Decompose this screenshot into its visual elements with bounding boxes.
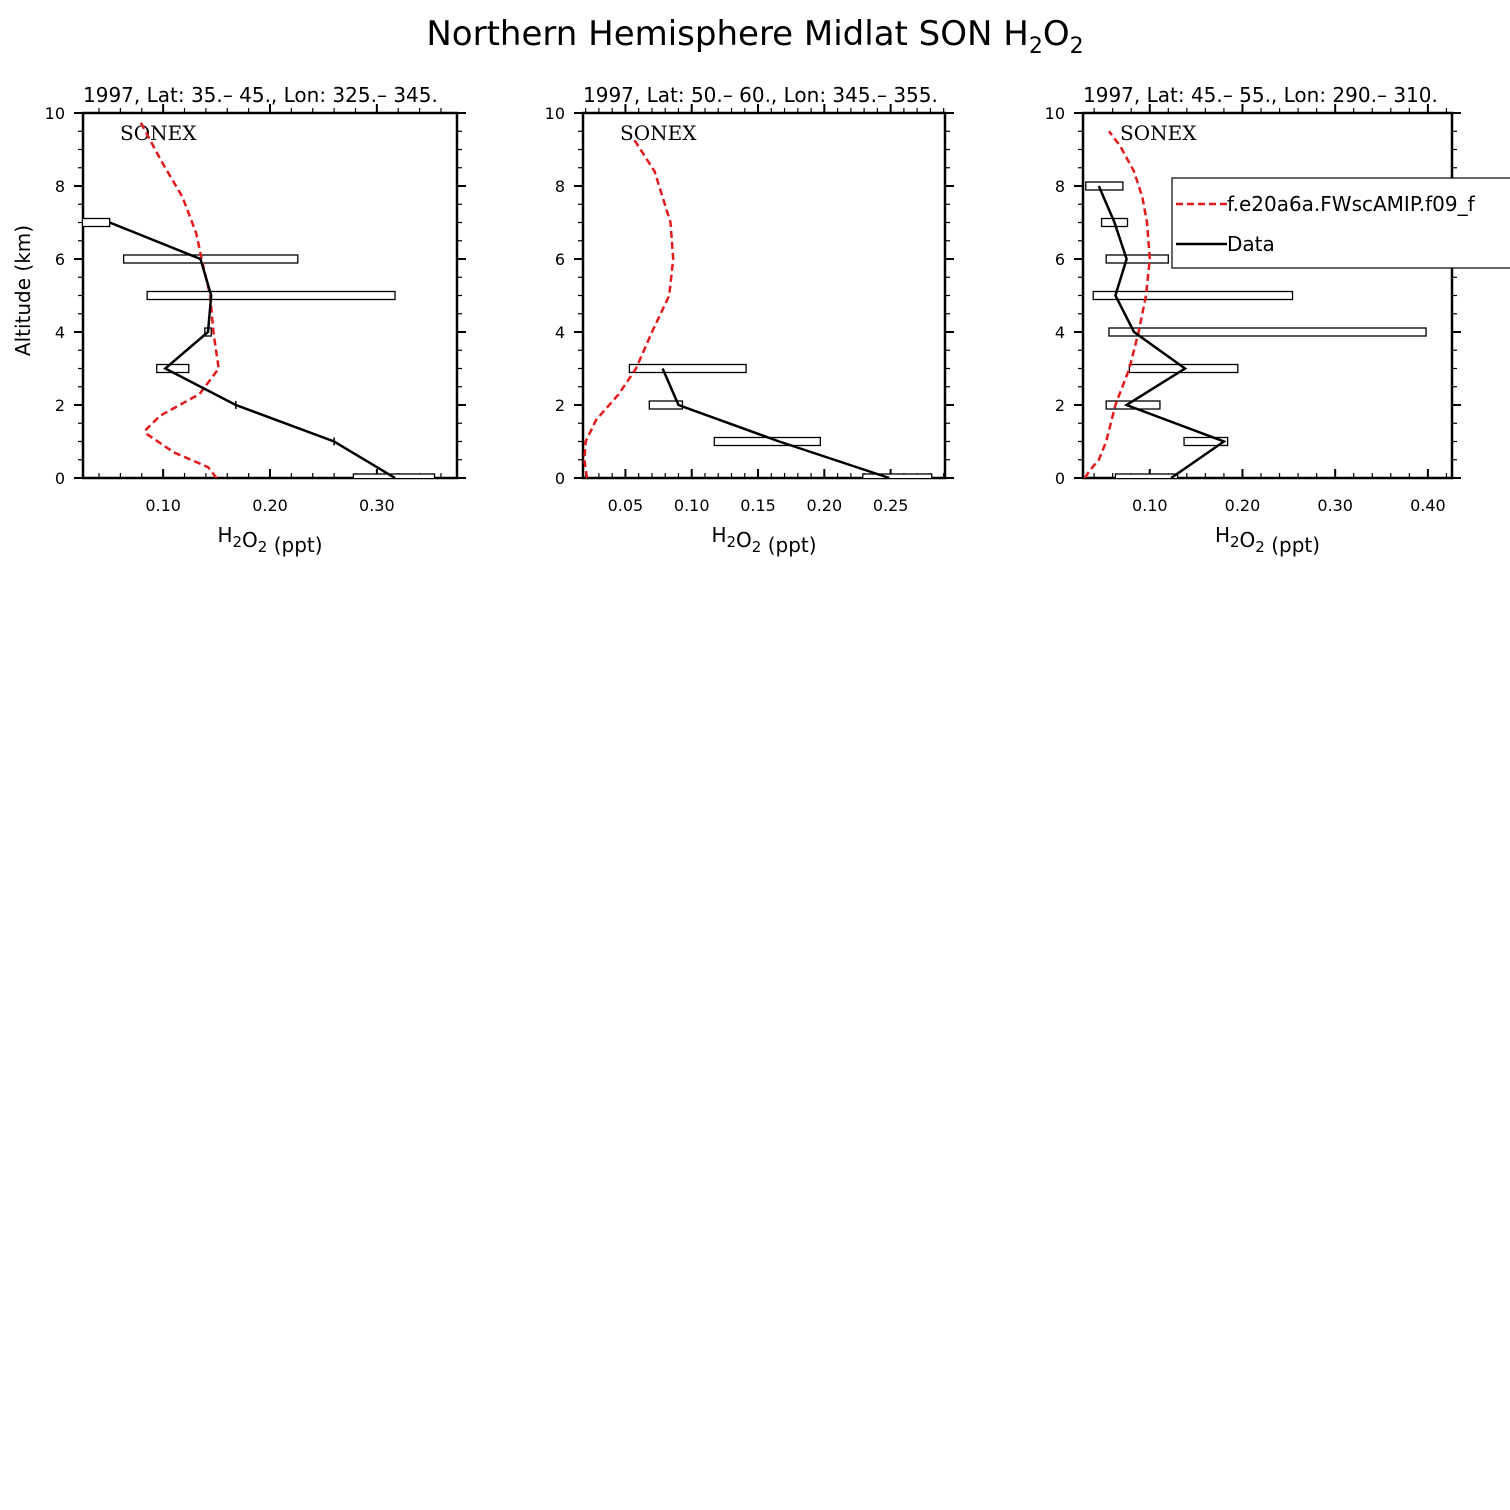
x-tick-label: 0.40 — [1410, 496, 1446, 515]
data-series-line — [109, 221, 396, 478]
campaign-label: SONEX — [1120, 121, 1197, 145]
model-series-line — [583, 137, 675, 478]
y-tick-label: 4 — [555, 323, 565, 342]
x-tick-label: 0.25 — [873, 496, 909, 515]
x-tick-label: 0.30 — [359, 496, 395, 515]
x-axis-label-part: O — [1240, 528, 1256, 552]
x-axis-label-part: H — [217, 523, 232, 547]
x-tick-label: 0.15 — [740, 496, 776, 515]
y-tick-label: 0 — [55, 469, 65, 488]
x-axis-label: H2O2 (ppt) — [1215, 523, 1320, 557]
data-range-box — [648, 400, 684, 410]
x-axis-label-part: (ppt) — [761, 533, 816, 557]
x-axis-label-part: 2 — [1255, 538, 1265, 556]
legend-box — [1171, 177, 1510, 269]
data-range-box — [1085, 181, 1124, 191]
y-tick-label: 6 — [55, 250, 65, 269]
y-tick-label: 2 — [555, 396, 565, 415]
plot-area — [1083, 130, 1427, 478]
plot-area — [83, 119, 436, 478]
x-axis-label-part: 2 — [1230, 533, 1240, 551]
data-series-line — [661, 368, 890, 478]
data-range-box — [1108, 327, 1427, 337]
data-range-box — [146, 290, 396, 301]
x-axis-label-part: H — [1215, 523, 1230, 547]
y-tick-label: 6 — [1055, 250, 1065, 269]
panel-3: 0 2 4 6 8 10 0.10 0.20 0.30 0.40 1997, Lat: 45.– 5… — [1045, 83, 1461, 557]
panels: 0 2 4 6 8 10 0.10 0.20 0.30 1997, Lat: 35.– 45., … — [11, 83, 1461, 557]
x-axis-label-part: (ppt) — [1265, 533, 1320, 557]
y-tick-label: 0 — [1055, 469, 1065, 488]
x-axis-label-part: H — [711, 523, 726, 547]
y-tick-label: 4 — [1055, 323, 1065, 342]
y-tick-label: 10 — [545, 104, 565, 123]
y-tick-label: 0 — [555, 469, 565, 488]
data-range-box — [122, 254, 299, 264]
y-tick-label: 2 — [1055, 396, 1065, 415]
y-axis-label: Altitude (km) — [11, 225, 35, 356]
panel-2: 0 2 4 6 8 10 0.05 0.10 0.15 0.20 0.25 1997, Lat: 50… — [545, 83, 954, 557]
panel-title: 1997, Lat: 50.– 60., Lon: 345.– 355. — [583, 83, 938, 107]
x-tick-label: 0.10 — [674, 496, 710, 515]
plot-area — [583, 137, 933, 478]
x-axis-label-part: O — [242, 528, 258, 552]
y-tick-label: 2 — [55, 396, 65, 415]
x-axis-label-part: O — [736, 528, 752, 552]
x-tick-label: 0.05 — [608, 496, 644, 515]
x-tick-label: 0.20 — [807, 496, 843, 515]
legend-model-label: f.e20a6a.FWscAMIP.f09_f — [1227, 192, 1476, 216]
campaign-label: SONEX — [620, 121, 697, 145]
model-series-line — [1083, 130, 1152, 478]
y-tick-label: 10 — [45, 104, 65, 123]
data-range-box — [1105, 254, 1169, 264]
model-series-line — [138, 119, 221, 478]
data-range-box — [83, 217, 111, 228]
campaign-label: SONEX — [120, 121, 197, 145]
y-tick-label: 8 — [55, 177, 65, 196]
x-tick-label: 0.30 — [1317, 496, 1353, 515]
x-tick-label: 0.20 — [252, 496, 288, 515]
x-axis-label-part: 2 — [727, 533, 737, 551]
panel-1: 0 2 4 6 8 10 0.10 0.20 0.30 1997, Lat: 35.– 45., … — [11, 83, 466, 557]
x-axis-label-part: 2 — [752, 538, 762, 556]
x-axis-label-part: 2 — [258, 538, 268, 556]
data-range-box — [1114, 473, 1179, 478]
y-tick-label: 8 — [1055, 177, 1065, 196]
y-tick-label: 6 — [555, 250, 565, 269]
y-tick-label: 10 — [1045, 104, 1065, 123]
panel-title: 1997, Lat: 45.– 55., Lon: 290.– 310. — [1083, 83, 1438, 107]
legend-data-label: Data — [1227, 232, 1275, 256]
x-axis-label: H2O2 (ppt) — [217, 523, 322, 557]
data-series-line — [1097, 185, 1227, 478]
x-tick-label: 0.20 — [1225, 496, 1261, 515]
x-tick-label: 0.10 — [1132, 496, 1168, 515]
plot-frame — [581, 111, 947, 480]
y-tick-label: 8 — [555, 177, 565, 196]
y-tick-label: 4 — [55, 323, 65, 342]
data-range-box — [628, 363, 747, 374]
data-range-box — [1092, 290, 1294, 301]
data-range-box — [713, 436, 822, 447]
panel-title: 1997, Lat: 35.– 45., Lon: 325.– 345. — [83, 83, 438, 107]
data-range-box — [862, 473, 933, 478]
legend: f.e20a6a.FWscAMIP.f09_f Data — [1171, 177, 1510, 269]
x-axis-label-part: 2 — [233, 533, 243, 551]
figure-title: Northern Hemisphere Midlat SON H2O2 — [426, 14, 1083, 59]
x-tick-label: 0.10 — [145, 496, 181, 515]
data-range-box — [1183, 436, 1229, 447]
x-axis-label-part: (ppt) — [267, 533, 322, 557]
x-axis-label: H2O2 (ppt) — [711, 523, 816, 557]
